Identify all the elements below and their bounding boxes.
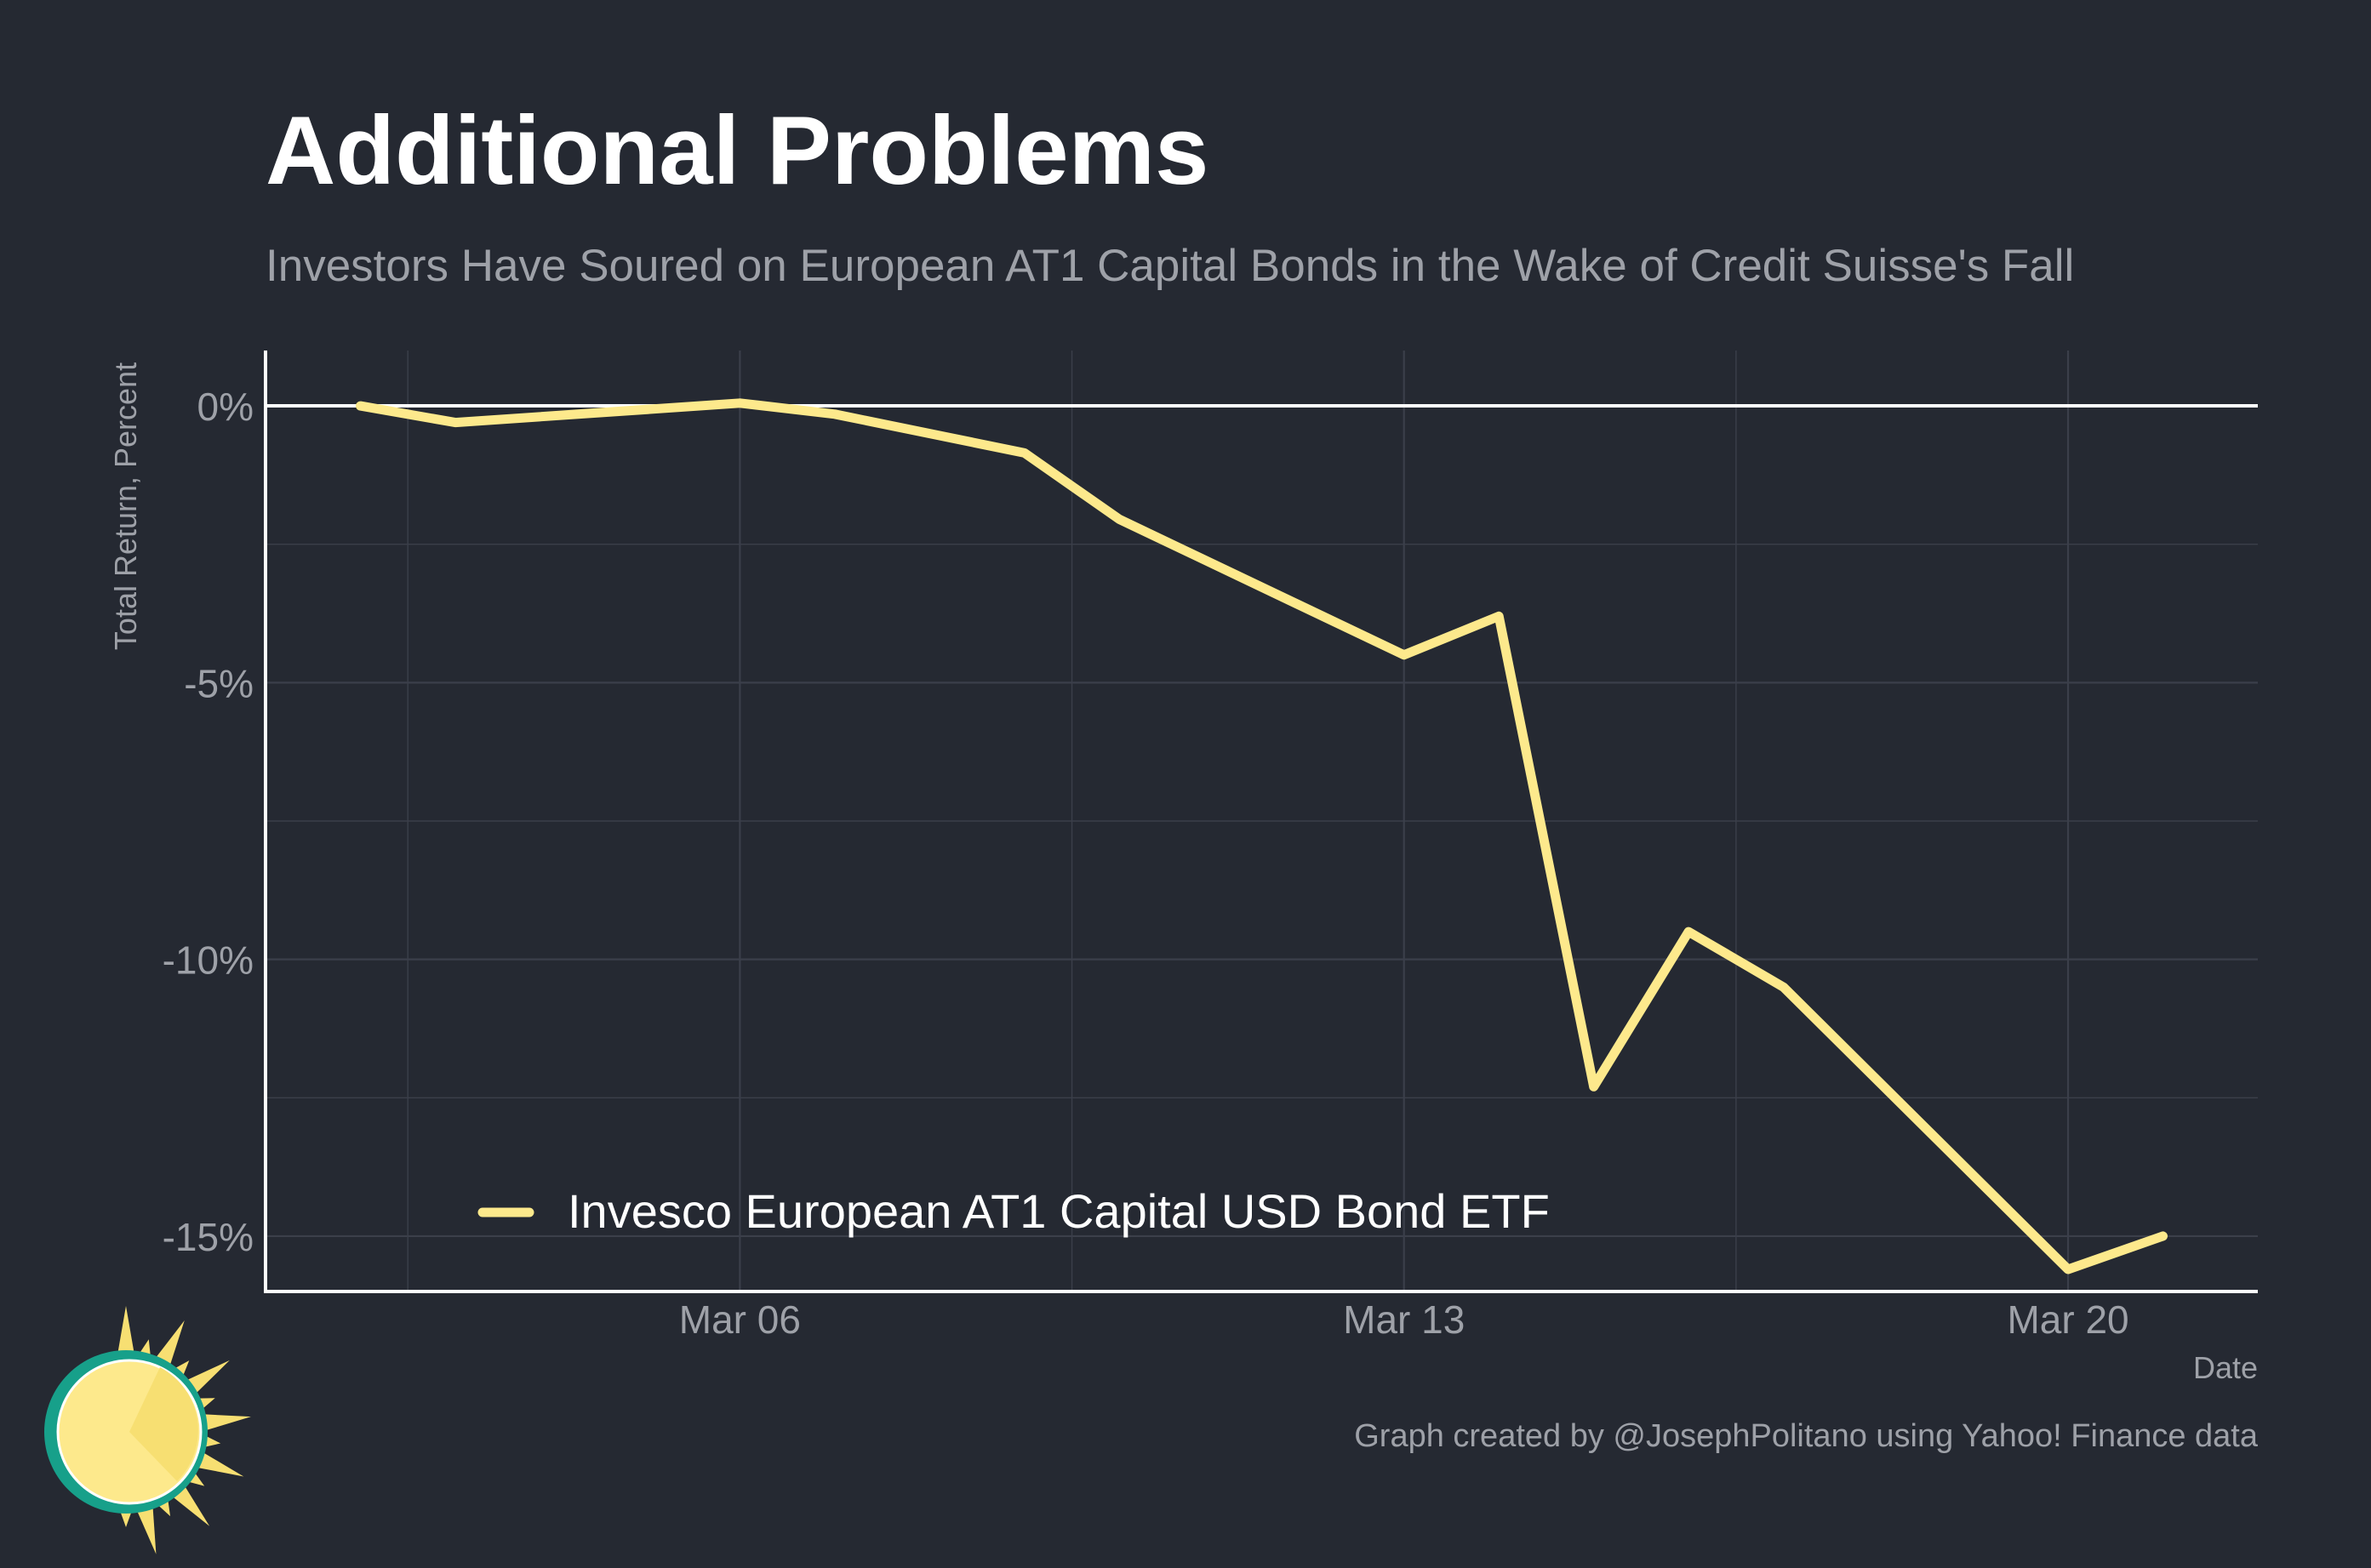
chart-title: Additional Problems [266,97,1208,205]
axes [264,351,2258,1293]
source-caption: Graph created by @JosephPolitano using Y… [1354,1418,2259,1454]
x-tick-label: Mar 20 [2007,1297,2128,1342]
legend: Invesco European AT1 Capital USD Bond ET… [477,1184,1550,1238]
sun-ray [191,1450,244,1477]
grid-lines [266,351,2258,1291]
series-line [356,398,2168,1274]
x-tick-label: Mar 06 [679,1297,801,1342]
y-axis-title: Total Return, Percent [108,362,143,650]
sun-logo-icon [44,1306,251,1554]
sun-ray [134,1502,157,1554]
y-tick-label: -10% [163,938,254,983]
chart-subtitle: Investors Have Soured on European AT1 Ca… [266,241,2074,291]
x-tick-label: Mar 13 [1343,1297,1465,1342]
sun-ray [198,1414,251,1432]
tick-labels: 0% -5% -10% -15% Mar 06 Mar 13 Mar 20 [163,385,2129,1342]
sun-shade [129,1367,198,1481]
legend-label: Invesco European AT1 Capital USD Bond ET… [568,1184,1550,1238]
y-tick-label: -5% [184,661,254,705]
sun-ray [117,1306,135,1358]
y-tick-label: -15% [163,1215,254,1259]
y-tick-label: 0% [197,385,254,429]
sun-ray [152,1320,185,1371]
series-layer [356,398,2168,1274]
x-axis-title: Date [2193,1350,2258,1385]
